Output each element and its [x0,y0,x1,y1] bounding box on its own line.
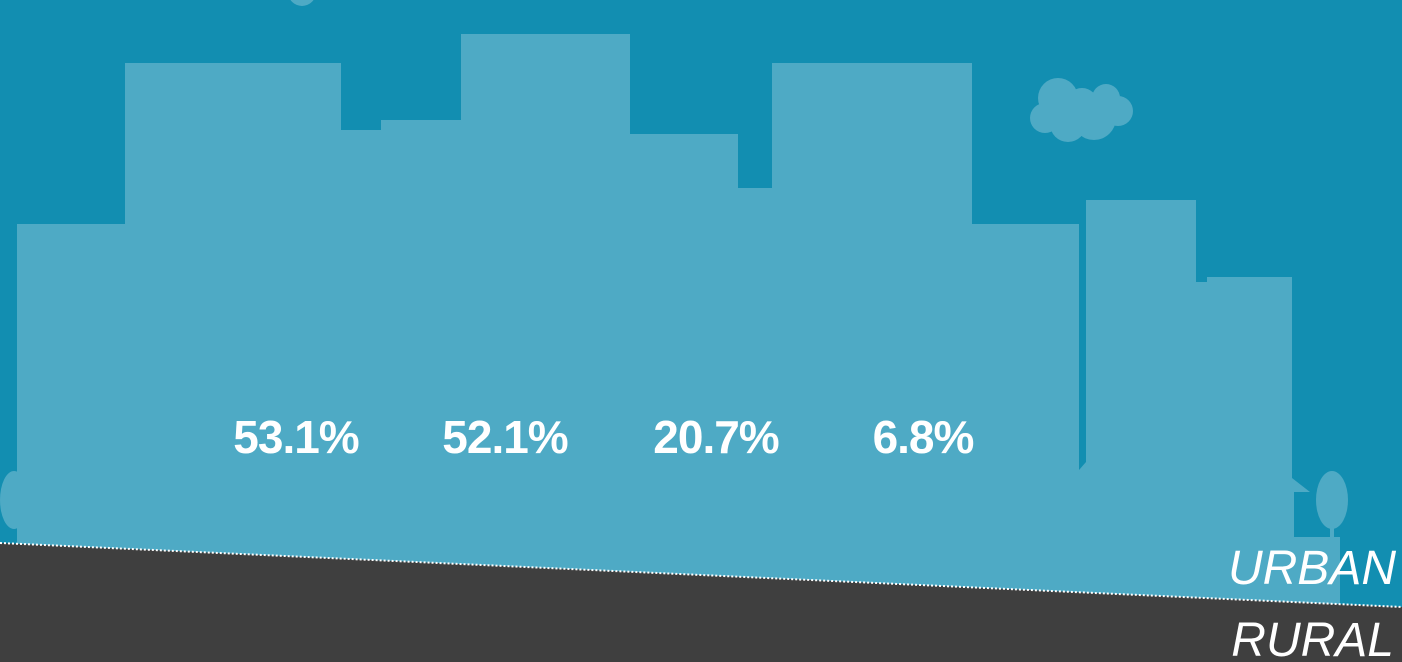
divider [0,542,1402,608]
rural-label: RURAL [1231,614,1394,662]
ground [0,543,1402,662]
tree-trunk [1330,525,1334,539]
tree [0,471,28,529]
stat-label: 53.1% [233,411,359,463]
cloud [1030,78,1133,142]
urban-label: URBAN [1228,542,1396,595]
cloud [290,0,314,6]
stat-label: 52.1% [442,411,568,463]
stat-label: 6.8% [873,411,974,463]
tree [1316,471,1348,529]
skyline [17,34,1340,605]
stat-label: 20.7% [653,411,779,463]
